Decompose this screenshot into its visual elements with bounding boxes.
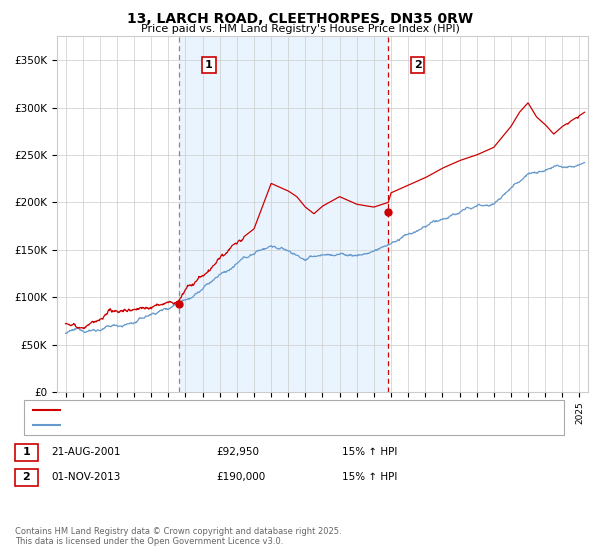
Text: 2: 2	[23, 472, 30, 482]
Text: £190,000: £190,000	[216, 472, 265, 482]
Text: 15% ↑ HPI: 15% ↑ HPI	[342, 447, 397, 458]
Text: Contains HM Land Registry data © Crown copyright and database right 2025.
This d: Contains HM Land Registry data © Crown c…	[15, 526, 341, 546]
Text: £92,950: £92,950	[216, 447, 259, 458]
Text: 15% ↑ HPI: 15% ↑ HPI	[342, 472, 397, 482]
Text: 1: 1	[205, 60, 213, 70]
Text: 13, LARCH ROAD, CLEETHORPES, DN35 0RW: 13, LARCH ROAD, CLEETHORPES, DN35 0RW	[127, 12, 473, 26]
Text: 13, LARCH ROAD, CLEETHORPES, DN35 0RW (detached house): 13, LARCH ROAD, CLEETHORPES, DN35 0RW (d…	[66, 405, 374, 415]
Text: HPI: Average price, detached house, North East Lincolnshire: HPI: Average price, detached house, Nort…	[66, 421, 360, 431]
Bar	[179, 36, 388, 392]
Text: Price paid vs. HM Land Registry's House Price Index (HPI): Price paid vs. HM Land Registry's House …	[140, 24, 460, 34]
Text: 01-NOV-2013: 01-NOV-2013	[51, 472, 121, 482]
Text: 1: 1	[23, 447, 30, 458]
Text: 2: 2	[414, 60, 422, 70]
Text: 21-AUG-2001: 21-AUG-2001	[51, 447, 121, 458]
